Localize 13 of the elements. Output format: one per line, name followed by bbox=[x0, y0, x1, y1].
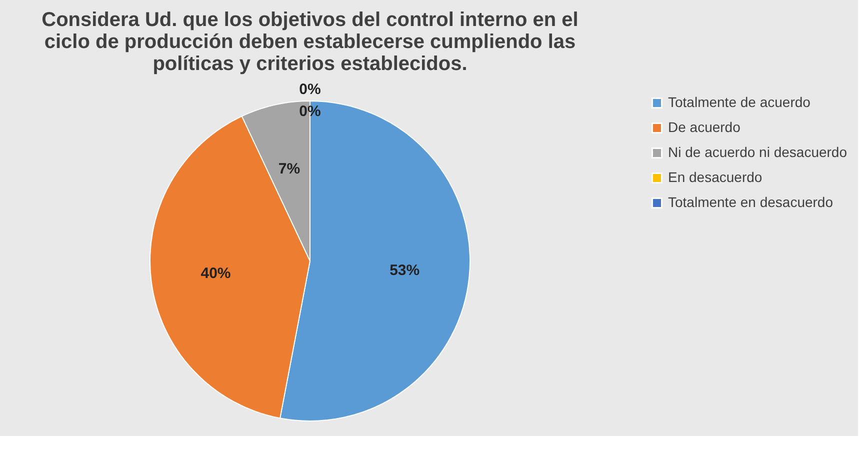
text: políticas y criterios establecidos. bbox=[152, 53, 468, 75]
data-label: 7% bbox=[278, 160, 300, 178]
data-label: 53% bbox=[390, 262, 420, 279]
text: 0% bbox=[299, 81, 321, 98]
legend-label: De acuerdo bbox=[668, 119, 741, 135]
text: 0% bbox=[299, 103, 321, 120]
text: ciclo de producción deben establecerse cumpliendo las bbox=[44, 31, 576, 53]
text: Considera Ud. que los objetivos del control interno en el bbox=[42, 9, 578, 31]
legend-label: Ni de acuerdo ni desacuerdo bbox=[668, 144, 848, 160]
legend-label: Totalmente en desacuerdo bbox=[668, 194, 834, 210]
data-label: 40% bbox=[200, 264, 231, 282]
legend-label: En desacuerdo bbox=[668, 169, 762, 185]
legend-label: Totalmente de acuerdo bbox=[668, 94, 811, 110]
